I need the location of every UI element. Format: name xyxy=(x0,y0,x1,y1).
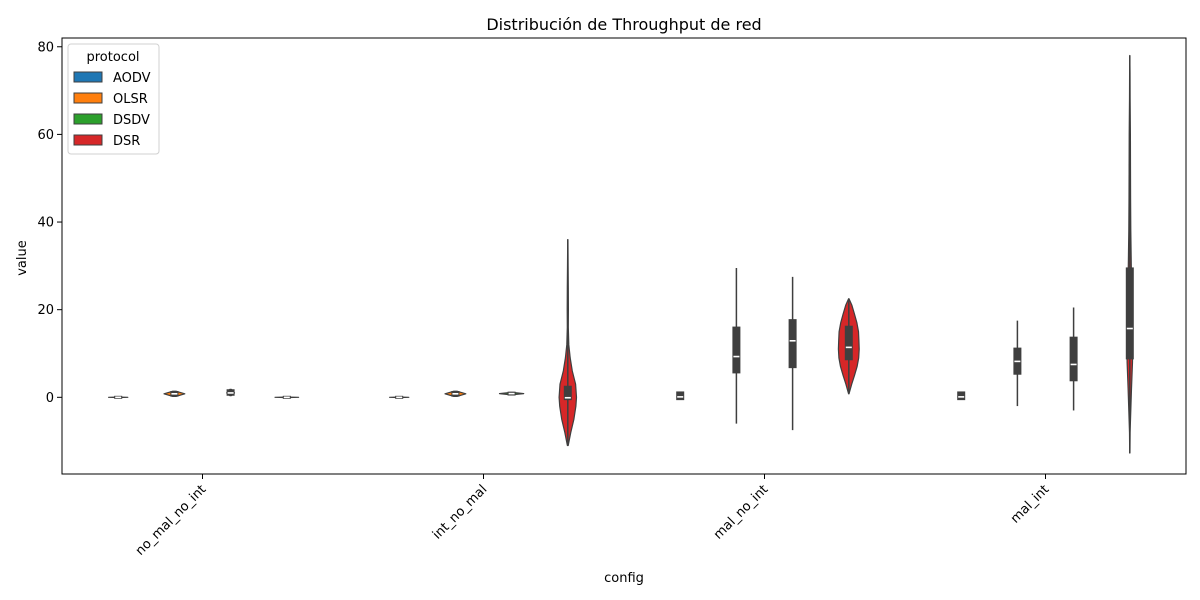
legend-label-dsr: DSR xyxy=(113,134,140,149)
violin-aodv-int-no-mal xyxy=(389,395,410,399)
violin-dsr-mal-no-int xyxy=(837,298,860,395)
violin-iqr-box xyxy=(676,391,685,401)
y-tick-label: 80 xyxy=(37,40,54,55)
violin-olsr-no-mal-no-int xyxy=(163,390,186,397)
y-tick-label: 40 xyxy=(37,216,54,231)
y-tick-label: 0 xyxy=(46,391,54,406)
legend-label-dsdv: DSDV xyxy=(113,113,150,128)
violin-dsr-int-no-mal xyxy=(558,239,578,447)
violin-dsdv-mal-int xyxy=(1069,307,1078,411)
violin-aodv-mal-int xyxy=(957,391,966,401)
x-axis: no_mal_no_int int_no_mal mal_no_int mal_int xyxy=(133,474,1052,559)
violin-dsdv-mal-no-int xyxy=(788,276,797,431)
plot-frame xyxy=(61,37,1187,475)
y-axis-label: value xyxy=(15,240,30,276)
legend: protocol AODV OLSR DSDV DSR xyxy=(67,43,160,155)
x-tick-label: no_mal_no_int xyxy=(133,482,209,558)
violin-iqr-box xyxy=(844,325,853,361)
violin-dsdv-no-mal-no-int xyxy=(226,388,236,397)
violin-dsdv-int-no-mal xyxy=(498,391,525,396)
y-tick-label: 20 xyxy=(37,303,54,318)
legend-title: protocol xyxy=(86,50,139,65)
violin-iqr-box xyxy=(563,385,572,401)
violin-olsr-mal-no-int xyxy=(732,268,741,424)
violin-olsr-int-no-mal xyxy=(444,390,467,397)
legend-swatch-dsdv xyxy=(73,113,103,125)
x-axis-label: config xyxy=(604,571,644,586)
legend-swatch-olsr xyxy=(73,92,103,104)
violin-dsr-no-mal-no-int xyxy=(274,395,300,399)
legend-swatch-aodv xyxy=(73,71,103,83)
y-tick-label: 60 xyxy=(37,128,54,143)
violin-iqr-box xyxy=(732,326,741,374)
legend-swatch-dsr xyxy=(73,134,103,146)
chart-title: Distribución de Throughput de red xyxy=(486,15,761,34)
violin-aodv-mal-no-int xyxy=(676,391,685,401)
y-axis: 0 20 40 60 80 xyxy=(37,40,62,406)
legend-label-aodv: AODV xyxy=(113,71,151,86)
legend-label-olsr: OLSR xyxy=(113,92,148,107)
x-tick-label: mal_no_int xyxy=(711,482,771,542)
violin-aodv-no-mal-no-int xyxy=(107,395,129,399)
violin-iqr-box xyxy=(788,319,797,369)
violin-dsr-mal-int xyxy=(1125,54,1134,454)
violin-iqr-box xyxy=(1125,267,1134,360)
violin-iqr-box xyxy=(957,391,966,401)
x-tick-label: int_no_mal xyxy=(430,482,490,542)
x-tick-label: mal_int xyxy=(1008,482,1052,526)
violins-layer xyxy=(107,54,1134,454)
violin-olsr-mal-int xyxy=(1013,320,1022,407)
violin-iqr-box xyxy=(1069,336,1078,382)
